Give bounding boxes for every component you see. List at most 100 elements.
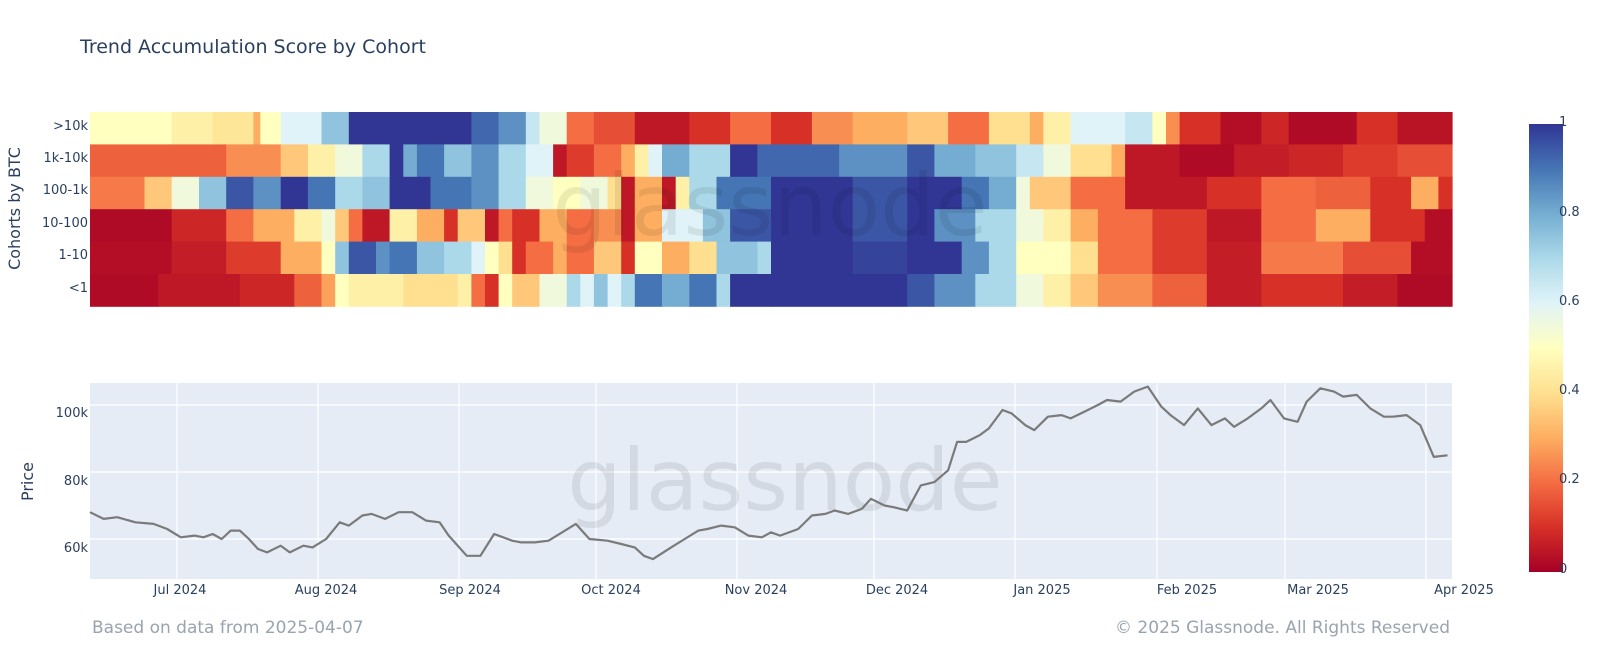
heatmap-cell[interactable] — [90, 176, 146, 210]
heatmap-cell[interactable] — [485, 209, 500, 242]
heatmap-cell[interactable] — [321, 274, 336, 307]
heatmap-cell[interactable] — [362, 144, 391, 178]
heatmap-cell[interactable] — [1206, 274, 1262, 307]
heatmap-cell[interactable] — [539, 274, 568, 307]
heatmap-cell[interactable] — [239, 274, 295, 307]
heatmap-cell[interactable] — [226, 209, 254, 242]
heatmap-cell[interactable] — [144, 176, 173, 210]
heatmap-cell[interactable] — [362, 176, 391, 210]
heatmap-cell[interactable] — [498, 274, 513, 307]
heatmap-cell[interactable] — [498, 209, 513, 242]
heatmap-cell[interactable] — [212, 112, 255, 145]
heatmap-cell[interactable] — [634, 176, 663, 210]
heatmap-cell[interactable] — [839, 144, 908, 178]
heatmap-cell[interactable] — [662, 241, 690, 275]
heatmap-cell[interactable] — [1070, 144, 1113, 178]
heatmap-cell[interactable] — [1125, 176, 1208, 210]
heatmap-cell[interactable] — [471, 112, 500, 145]
heatmap-cell[interactable] — [593, 144, 622, 178]
heatmap-cell[interactable] — [348, 112, 472, 145]
heatmap-cell[interactable] — [90, 274, 159, 307]
heatmap-cell[interactable] — [539, 209, 568, 242]
heatmap-cell[interactable] — [1070, 176, 1126, 210]
heatmap-cell[interactable] — [771, 209, 854, 242]
heatmap-cell[interactable] — [1016, 176, 1031, 210]
heatmap-cell[interactable] — [1016, 241, 1072, 275]
heatmap-cell[interactable] — [662, 274, 690, 307]
heatmap-cell[interactable] — [634, 112, 690, 145]
heatmap-cell[interactable] — [226, 241, 282, 275]
heatmap-cell[interactable] — [662, 144, 690, 178]
heatmap-cell[interactable] — [307, 176, 336, 210]
heatmap-cell[interactable] — [1424, 209, 1453, 242]
heatmap-cell[interactable] — [1220, 112, 1263, 145]
heatmap-cell[interactable] — [280, 112, 323, 145]
heatmap-cell[interactable] — [771, 112, 813, 145]
heatmap-cell[interactable] — [1206, 209, 1262, 242]
heatmap-cell[interactable] — [253, 112, 261, 145]
heatmap-cell[interactable] — [1097, 209, 1153, 242]
heatmap-cell[interactable] — [1315, 176, 1371, 210]
heatmap-cell[interactable] — [1179, 144, 1235, 178]
heatmap-cell[interactable] — [771, 176, 854, 210]
heatmap-cell[interactable] — [321, 112, 350, 145]
heatmap-cell[interactable] — [1029, 176, 1072, 210]
heatmap-cell[interactable] — [1261, 209, 1317, 242]
heatmap-cell[interactable] — [348, 241, 377, 275]
heatmap-cell[interactable] — [1070, 241, 1099, 275]
heatmap-cell[interactable] — [566, 274, 581, 307]
heatmap-cell[interactable] — [1343, 241, 1412, 275]
heatmap-cell[interactable] — [389, 209, 418, 242]
heatmap-cell[interactable] — [553, 144, 568, 178]
heatmap-cell[interactable] — [593, 209, 622, 242]
heatmap-cell[interactable] — [1125, 144, 1181, 178]
heatmap-cell[interactable] — [1234, 144, 1290, 178]
heatmap-cell[interactable] — [321, 241, 336, 275]
heatmap-cell[interactable] — [471, 241, 486, 275]
heatmap-cell[interactable] — [811, 112, 854, 145]
heatmap-cell[interactable] — [335, 144, 363, 178]
heatmap-cell[interactable] — [907, 176, 963, 210]
heatmap-cell[interactable] — [525, 176, 554, 210]
heatmap-cell[interactable] — [852, 209, 908, 242]
heatmap-cell[interactable] — [634, 274, 663, 307]
heatmap-cell[interactable] — [498, 112, 527, 145]
heatmap-cell[interactable] — [1288, 112, 1358, 145]
heatmap-cell[interactable] — [730, 274, 772, 307]
heatmap-cell[interactable] — [416, 241, 445, 275]
heatmap-cell[interactable] — [771, 274, 908, 307]
heatmap-cell[interactable] — [730, 144, 758, 178]
heatmap-cell[interactable] — [593, 112, 636, 145]
heatmap-cell[interactable] — [1179, 112, 1222, 145]
heatmap-cell[interactable] — [1016, 144, 1044, 178]
heatmap-cell[interactable] — [1343, 274, 1399, 307]
heatmap-cell[interactable] — [566, 144, 595, 178]
heatmap-cell[interactable] — [593, 241, 622, 275]
heatmap-cell[interactable] — [1152, 274, 1208, 307]
heatmap-cell[interactable] — [934, 209, 976, 242]
heatmap-cell[interactable] — [294, 274, 323, 307]
heatmap-cell[interactable] — [226, 144, 282, 178]
heatmap-cell[interactable] — [539, 112, 568, 145]
heatmap-cell[interactable] — [621, 274, 636, 307]
heatmap-cell[interactable] — [1111, 144, 1126, 178]
heatmap-cell[interactable] — [907, 112, 949, 145]
heatmap-cell[interactable] — [988, 176, 1017, 210]
heatmap-cell[interactable] — [1152, 209, 1208, 242]
heatmap-cell[interactable] — [675, 176, 690, 210]
heatmap-cell[interactable] — [226, 176, 254, 210]
heatmap-cell[interactable] — [771, 241, 854, 275]
heatmap-cell[interactable] — [498, 241, 513, 275]
heatmap-cell[interactable] — [348, 274, 404, 307]
heatmap-cell[interactable] — [1261, 176, 1317, 210]
heatmap-cell[interactable] — [444, 241, 472, 275]
heatmap-cell[interactable] — [471, 274, 486, 307]
heatmap-cell[interactable] — [1043, 112, 1072, 145]
heatmap-cell[interactable] — [403, 144, 418, 178]
heatmap-cell[interactable] — [335, 241, 350, 275]
heatmap-cell[interactable] — [512, 209, 540, 242]
heatmap-cell[interactable] — [253, 209, 295, 242]
heatmap-cell[interactable] — [512, 241, 527, 275]
price-line[interactable] — [89, 385, 1448, 561]
heatmap-cell[interactable] — [648, 144, 663, 178]
